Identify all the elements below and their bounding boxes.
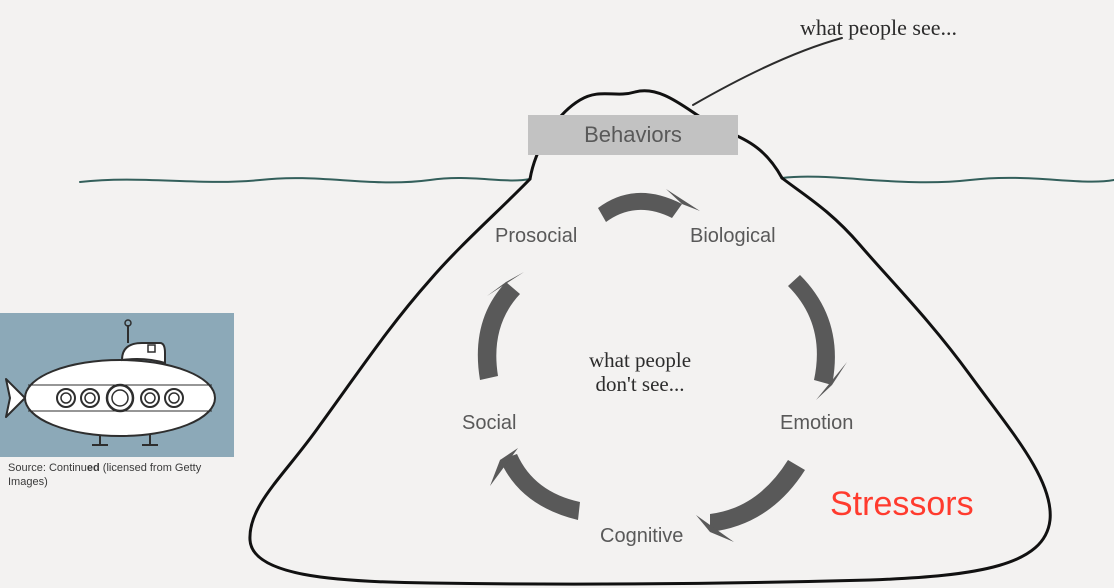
dont-see-line2: don't see... bbox=[596, 372, 685, 396]
submarine-svg bbox=[0, 313, 234, 457]
label-social: Social bbox=[462, 412, 516, 435]
arrow-social-prosocial bbox=[478, 272, 524, 380]
annotation-what-people-dont-see: what people don't see... bbox=[565, 348, 715, 396]
stressors-label: Stressors bbox=[830, 485, 974, 524]
arrow-emotion-cognitive bbox=[696, 460, 805, 542]
caption-bold: ed bbox=[87, 462, 100, 474]
submarine-caption: Source: Continued (licensed from Getty I… bbox=[8, 462, 228, 490]
arrow-cognitive-social bbox=[490, 448, 580, 520]
label-emotion: Emotion bbox=[780, 412, 853, 435]
label-biological: Biological bbox=[690, 225, 776, 248]
caption-prefix: Source: Continu bbox=[8, 462, 87, 474]
behaviors-label: Behaviors bbox=[584, 122, 682, 148]
submarine-illustration bbox=[0, 313, 234, 457]
label-cognitive: Cognitive bbox=[600, 525, 683, 548]
annotation-what-people-see: what people see... bbox=[800, 15, 957, 41]
label-prosocial: Prosocial bbox=[495, 225, 577, 248]
dont-see-line1: what people bbox=[589, 348, 691, 372]
behaviors-box: Behaviors bbox=[528, 115, 738, 155]
diagram-stage: Behaviors what people see... what people… bbox=[0, 0, 1114, 588]
arrow-biological-emotion bbox=[788, 275, 847, 400]
arrow-prosocial-biological bbox=[598, 189, 700, 222]
